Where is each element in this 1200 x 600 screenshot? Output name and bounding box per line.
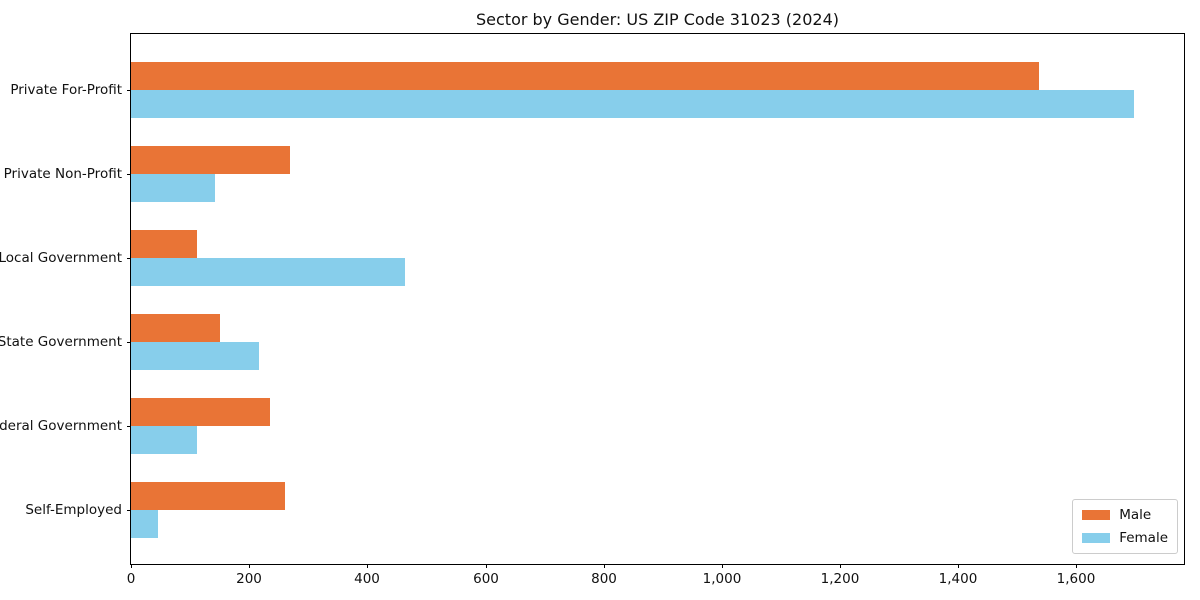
x-tick-label-0: 0	[126, 571, 136, 587]
x-tick-label-7: 1,400	[938, 571, 978, 587]
y-tick-0	[127, 90, 131, 91]
y-tick-label-3: State Government	[0, 334, 122, 350]
y-tick-label-2: Local Government	[0, 250, 122, 266]
plot-area: 0 200 400 600 800 1,000 1,200 1,400 1,600 Privat…	[0, 33, 1185, 587]
x-tick-label-1: 200	[236, 571, 262, 587]
legend: Male Female	[1072, 499, 1178, 554]
legend-row-male: Male	[1082, 507, 1168, 523]
bar-male-3	[131, 314, 220, 342]
x-tick-5	[722, 564, 723, 568]
bar-female-1	[131, 174, 215, 202]
x-tick-3	[486, 564, 487, 568]
y-tick-label-0: Private For-Profit	[10, 82, 122, 98]
bar-female-5	[131, 510, 158, 538]
bar-male-4	[131, 398, 270, 426]
bar-female-0	[131, 90, 1134, 118]
male-swatch	[1082, 510, 1111, 520]
chart-title: Sector by Gender: US ZIP Code 31023 (202…	[476, 10, 839, 29]
x-tick-label-2: 400	[354, 571, 380, 587]
x-tick-label-5: 1,000	[702, 571, 742, 587]
x-tick-8	[1076, 564, 1077, 568]
y-tick-label-5: Self-Employed	[25, 502, 122, 518]
x-tick-7	[958, 564, 959, 568]
x-tick-2	[367, 564, 368, 568]
x-tick-1	[249, 564, 250, 568]
y-tick-label-4: Federal Government	[0, 418, 122, 434]
x-tick-label-6: 1,200	[820, 571, 860, 587]
y-tick-4	[127, 426, 131, 427]
legend-label-male: Male	[1119, 507, 1152, 523]
x-tick-label-4: 800	[591, 571, 617, 587]
bar-male-0	[131, 62, 1039, 90]
bar-female-4	[131, 426, 197, 454]
bar-male-5	[131, 482, 285, 510]
bar-female-2	[131, 258, 405, 286]
y-tick-5	[127, 510, 131, 511]
y-tick-label-1: Private Non-Profit	[3, 166, 122, 182]
x-tick-label-8: 1,600	[1056, 571, 1096, 587]
bar-female-3	[131, 342, 259, 370]
bar-male-2	[131, 230, 197, 258]
legend-label-female: Female	[1119, 530, 1168, 546]
female-swatch	[1082, 533, 1111, 543]
legend-row-female: Female	[1082, 530, 1168, 546]
y-tick-2	[127, 258, 131, 259]
x-tick-6	[840, 564, 841, 568]
x-tick-label-3: 600	[473, 571, 499, 587]
y-tick-3	[127, 342, 131, 343]
x-tick-0	[131, 564, 132, 568]
y-tick-1	[127, 174, 131, 175]
bar-male-1	[131, 146, 290, 174]
x-tick-4	[604, 564, 605, 568]
